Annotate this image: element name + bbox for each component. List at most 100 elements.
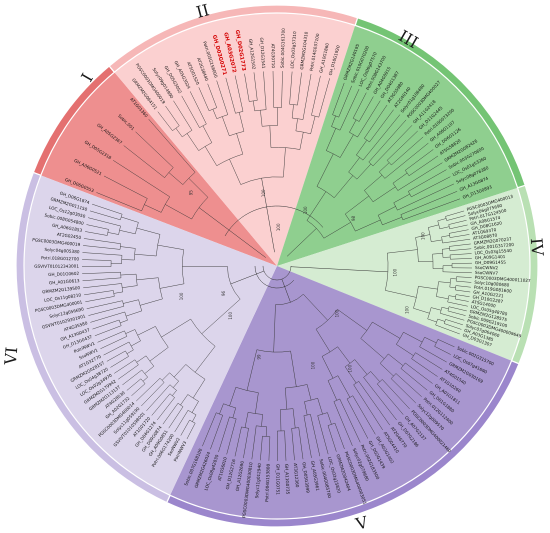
leaf-label: LOC_Os03g57310 xyxy=(289,31,297,69)
branch xyxy=(349,119,357,133)
branch xyxy=(352,395,376,435)
branch xyxy=(82,259,112,261)
branch xyxy=(88,306,124,316)
branch xyxy=(157,111,173,131)
branch xyxy=(377,383,404,415)
branch xyxy=(310,116,316,134)
leaf-label: PGSC0003DMG400019 xyxy=(32,237,81,247)
bootstrap-value: 100 xyxy=(179,292,184,300)
branch xyxy=(455,285,471,288)
branch xyxy=(415,352,443,370)
branch xyxy=(120,273,137,276)
branch xyxy=(369,109,394,143)
branch xyxy=(253,100,255,111)
branch-arc xyxy=(345,359,355,367)
branch xyxy=(131,383,146,396)
branch-arc xyxy=(311,115,319,118)
branch xyxy=(385,290,417,298)
branch xyxy=(321,356,334,379)
branch xyxy=(126,378,142,391)
branch xyxy=(339,398,361,443)
leaf-label: SsoCWNV2 xyxy=(475,265,499,270)
branch xyxy=(118,364,139,380)
branch-arc xyxy=(304,398,318,402)
branch-arc xyxy=(229,416,237,420)
branch-arc xyxy=(155,326,169,348)
bootstrap-value: 100 xyxy=(228,312,233,320)
branch xyxy=(168,406,184,429)
branch xyxy=(229,387,237,407)
branch xyxy=(427,318,437,323)
branch xyxy=(455,294,470,297)
branch xyxy=(186,133,199,151)
branch xyxy=(338,85,352,118)
branch-arc xyxy=(415,237,419,262)
branch-arc xyxy=(248,412,263,415)
leaf-label: GSVIVT01012343001 xyxy=(34,264,79,269)
bootstrap-value: 95 xyxy=(189,190,194,196)
branch xyxy=(244,412,249,428)
branch xyxy=(434,346,451,355)
leaf-label: Potri.014G037100 xyxy=(309,33,321,72)
branch-arc xyxy=(316,186,335,198)
branch xyxy=(419,346,447,363)
branch-arc xyxy=(145,355,155,367)
branch xyxy=(303,294,328,321)
branch xyxy=(297,72,302,106)
branch xyxy=(123,145,165,178)
branch-arc xyxy=(134,329,141,341)
branch-arc xyxy=(447,306,450,312)
branch xyxy=(210,415,223,450)
branch xyxy=(441,306,449,310)
branch xyxy=(291,104,294,119)
branch xyxy=(395,373,422,397)
branch xyxy=(357,100,381,138)
branch xyxy=(290,351,297,387)
branch xyxy=(317,415,329,455)
branch xyxy=(149,347,169,362)
leaf-label: AT1G56010 xyxy=(217,456,228,481)
branch xyxy=(405,362,433,384)
branch xyxy=(192,379,206,399)
branch-arc xyxy=(289,104,298,106)
branch xyxy=(92,319,120,330)
branch xyxy=(136,378,161,402)
bootstrap-value: 100 xyxy=(393,268,398,276)
branch xyxy=(346,398,369,439)
branch xyxy=(437,318,445,322)
leaf-label: GH_D08G1620 xyxy=(471,220,503,231)
branch xyxy=(455,298,469,302)
bootstrap-values: 100 100 98 100 100 100 99 100 100 95 100 100 100 96 10… xyxy=(179,189,426,373)
bootstrap-value: 98 xyxy=(351,215,356,221)
branch xyxy=(85,296,115,303)
branch xyxy=(173,364,186,378)
clade-stem xyxy=(281,279,291,303)
branch xyxy=(234,75,244,112)
clade-sector-V xyxy=(170,266,512,519)
clade-stem xyxy=(261,178,275,253)
branch xyxy=(88,217,121,227)
branch-arc xyxy=(138,299,142,311)
leaf-label: AT3G12360 xyxy=(293,463,300,488)
branch xyxy=(260,436,263,461)
branch xyxy=(232,407,236,418)
branch xyxy=(299,132,304,150)
branch xyxy=(90,311,125,323)
branch xyxy=(441,235,450,238)
branch xyxy=(435,324,460,335)
branch xyxy=(386,130,418,161)
branch xyxy=(315,329,331,353)
leaf-label: GH_A09G1401 xyxy=(475,254,506,260)
branch-arc xyxy=(333,398,340,402)
branch-arc xyxy=(185,364,206,380)
branch xyxy=(244,73,250,102)
branch-arc xyxy=(379,353,389,364)
branch xyxy=(415,234,430,238)
branch-arc xyxy=(440,307,443,314)
branch xyxy=(356,163,372,180)
branch xyxy=(119,230,136,235)
branch xyxy=(449,234,470,238)
leaf-label: GH_A05G3961 xyxy=(310,460,320,491)
branch xyxy=(382,379,410,410)
